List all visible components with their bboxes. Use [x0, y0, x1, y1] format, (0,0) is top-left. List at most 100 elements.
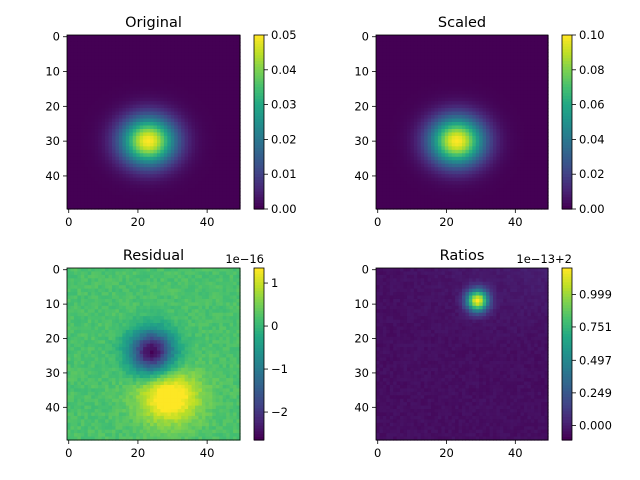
heatmap-cell [139, 108, 144, 113]
heatmap-cell [379, 146, 384, 151]
heatmap-cell [462, 149, 467, 154]
heatmap-cell [499, 132, 504, 137]
heatmap-cell [472, 174, 477, 179]
heatmap-cell [160, 163, 165, 168]
heatmap-cell [541, 76, 546, 81]
heatmap-cell [105, 104, 110, 109]
heatmap-cell [98, 108, 103, 113]
heatmap-cell [462, 142, 467, 147]
heatmap-cell [111, 191, 117, 196]
heatmap-cell [146, 184, 151, 189]
heatmap-cell [67, 45, 72, 50]
heatmap-cell [177, 48, 182, 53]
colorbar-frame [253, 34, 265, 210]
heatmap-cell [465, 45, 470, 50]
heatmap-cell [118, 149, 123, 154]
heatmap-cell [87, 142, 92, 147]
heatmap-cell [111, 139, 117, 144]
heatmap-cell [530, 115, 535, 120]
heatmap-cell [111, 125, 117, 130]
heatmap-cell [496, 111, 501, 116]
heatmap-cell [212, 122, 217, 127]
heatmap-cell [184, 122, 189, 127]
heatmap-cell [125, 132, 130, 137]
heatmap-cell [212, 181, 217, 186]
heatmap-cell [448, 132, 453, 137]
heatmap-cell [170, 104, 175, 109]
heatmap-cell [400, 142, 405, 147]
heatmap-cell [479, 97, 484, 102]
heatmap-cell [77, 156, 82, 161]
heatmap-cell [143, 66, 148, 71]
heatmap-cell [170, 174, 175, 179]
heatmap-cell [489, 174, 494, 179]
heatmap-cell [527, 115, 532, 120]
heatmap-cell [219, 153, 224, 158]
heatmap-cell [468, 66, 473, 71]
heatmap-cell [108, 94, 113, 99]
heatmap-cell [544, 94, 549, 99]
heatmap-cell [455, 83, 460, 88]
x-tick-label: 0 [65, 215, 72, 229]
heatmap-cell [174, 45, 179, 50]
heatmap-cell [219, 38, 224, 43]
colorbar-segment [254, 119, 264, 123]
heatmap-cell [537, 41, 542, 47]
heatmap-cell [544, 156, 549, 161]
heatmap-cell [434, 87, 439, 92]
heatmap-cell [451, 101, 456, 106]
heatmap-cell [424, 128, 429, 134]
heatmap-cell [188, 191, 193, 196]
heatmap-cell [389, 80, 394, 85]
heatmap-cell [91, 156, 96, 161]
heatmap-cell [184, 156, 189, 161]
heatmap-cell [534, 163, 539, 168]
heatmap-cell [91, 73, 96, 78]
heatmap-cell [486, 101, 491, 106]
heatmap-cell [527, 177, 532, 182]
heatmap-cell [105, 156, 110, 161]
heatmap-cell [427, 160, 432, 165]
heatmap-cell [486, 83, 491, 88]
heatmap-cell [132, 52, 137, 57]
heatmap-cell [458, 87, 463, 92]
heatmap-cell [448, 149, 453, 154]
heatmap-cell [393, 191, 398, 196]
heatmap-cell [191, 177, 196, 182]
heatmap-cell [420, 97, 425, 102]
heatmap-cell [396, 55, 401, 60]
heatmap-cell [376, 122, 381, 127]
heatmap-cell [413, 198, 418, 203]
heatmap-cell [160, 122, 165, 127]
heatmap-cell [139, 125, 144, 130]
heatmap-cell [156, 97, 162, 102]
heatmap-cell [544, 97, 549, 102]
heatmap-cell [475, 174, 480, 179]
heatmap-cell [386, 122, 391, 127]
heatmap-cell [475, 128, 480, 134]
heatmap-cell [115, 205, 120, 210]
heatmap-cell [91, 184, 96, 189]
heatmap-cell [444, 66, 449, 71]
heatmap-cell [479, 111, 484, 116]
heatmap-cell [94, 104, 99, 109]
heatmap-cell [434, 97, 439, 102]
heatmap-cell [84, 41, 89, 47]
heatmap-cell [129, 139, 134, 144]
heatmap-cell [492, 38, 497, 43]
heatmap-cell [167, 142, 172, 147]
heatmap-cell [188, 195, 193, 200]
heatmap-cell [233, 38, 238, 43]
heatmap-cell [486, 111, 491, 116]
heatmap-cell [87, 80, 92, 85]
heatmap-cell [393, 181, 398, 186]
heatmap-cell [475, 142, 480, 147]
heatmap-cell [87, 170, 92, 175]
heatmap-cell [400, 146, 405, 151]
heatmap-cell [208, 205, 213, 210]
heatmap-cell [492, 153, 497, 158]
heatmap-cell [67, 191, 72, 196]
heatmap-cell [201, 181, 206, 186]
heatmap-cell [229, 125, 234, 130]
heatmap-cell [444, 76, 449, 81]
